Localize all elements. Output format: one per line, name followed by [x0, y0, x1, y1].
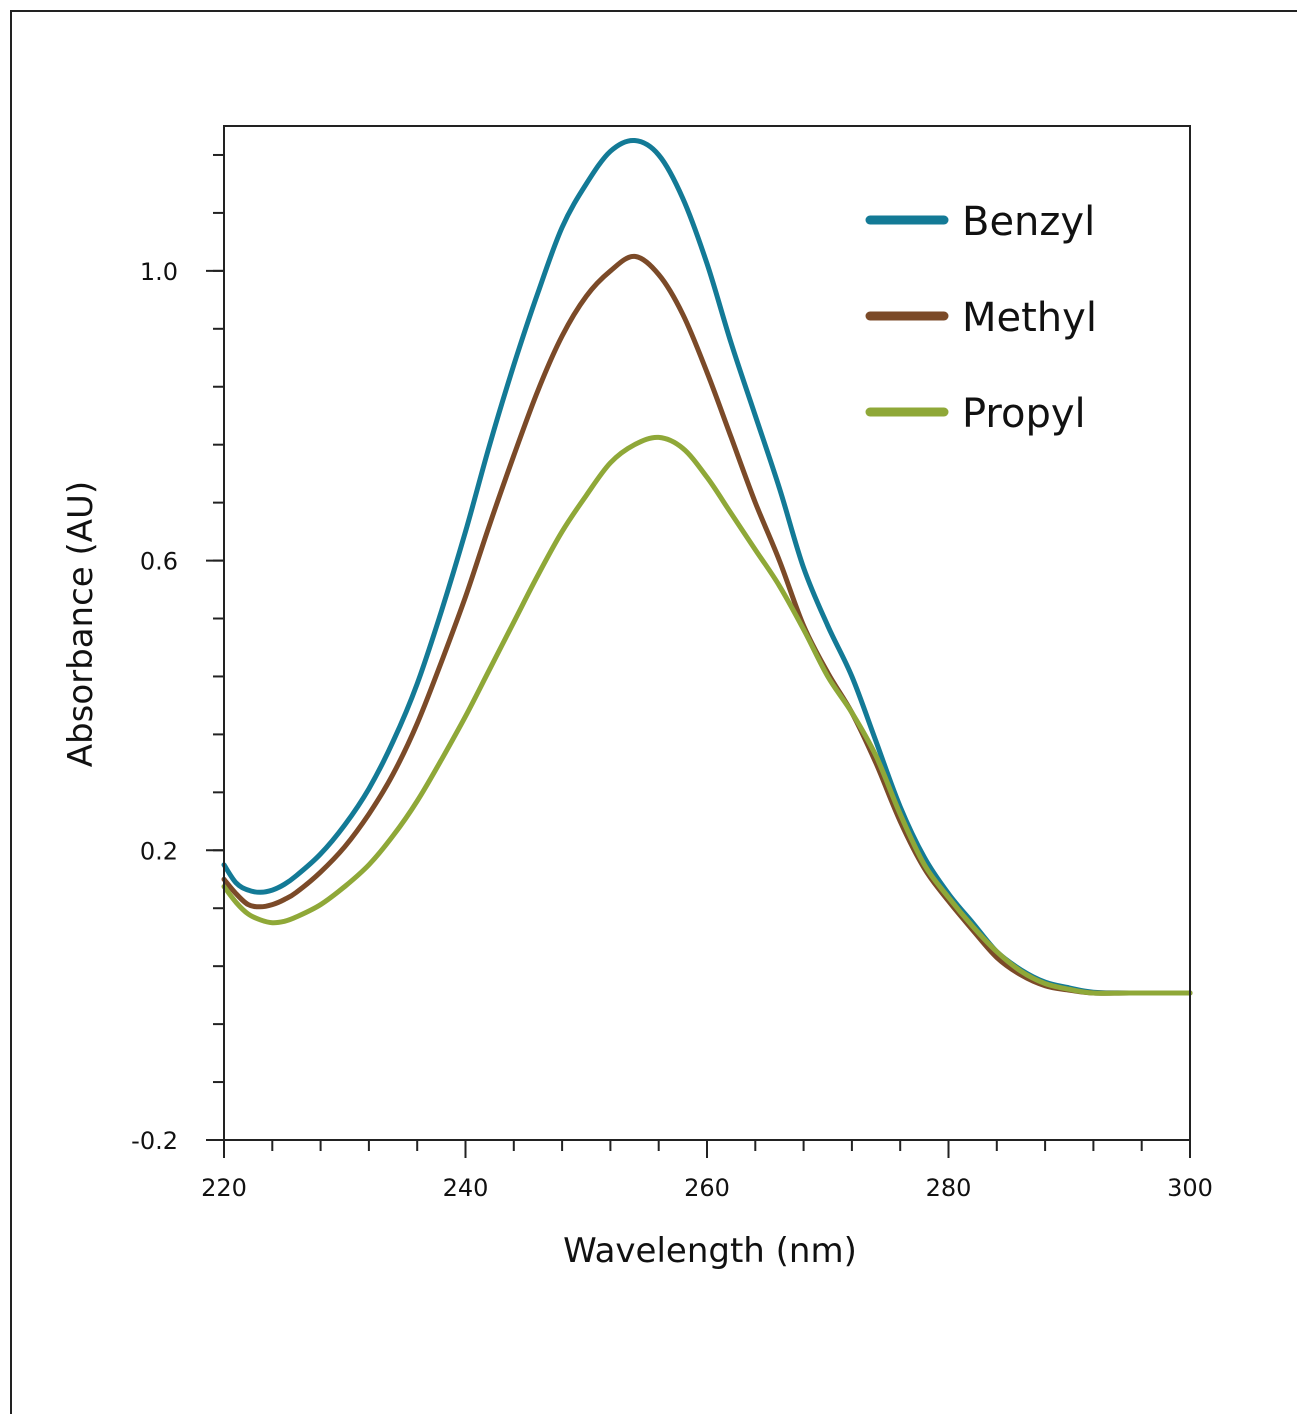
series-line-methyl [221, 253, 1193, 996]
x-tick-label: 240 [443, 1174, 489, 1202]
legend: Benzyl Methyl Propyl [865, 199, 1097, 437]
series-line-propyl [221, 434, 1193, 996]
legend-label-benzyl: Benzyl [962, 199, 1095, 245]
y-tick-label: 0.6 [140, 548, 178, 576]
x-tick-label: 280 [926, 1174, 972, 1202]
x-tick-label: 300 [1167, 1174, 1213, 1202]
y-tick-label: -0.2 [131, 1127, 178, 1155]
legend-label-methyl: Methyl [962, 295, 1097, 341]
y-axis-title: Absorbance (AU) [61, 481, 101, 767]
chart-frame: 220 240 260 280 300 -0.2 0.2 0.6 1.0 Wavelength … [10, 10, 1297, 1414]
x-tick-label: 260 [684, 1174, 730, 1202]
y-tick-label: 1.0 [140, 258, 178, 286]
legend-label-propyl: Propyl [962, 391, 1086, 437]
axis-tick-labels: 220 240 260 280 300 -0.2 0.2 0.6 1.0 [131, 258, 1213, 1202]
x-axis-title: Wavelength (nm) [563, 1231, 857, 1271]
absorbance-chart: 220 240 260 280 300 -0.2 0.2 0.6 1.0 Wavelength … [61, 125, 1213, 1271]
series-layer [221, 137, 1193, 996]
axis-ticks [206, 153, 1191, 1158]
y-tick-label: 0.2 [140, 837, 178, 865]
x-tick-label: 220 [201, 1174, 247, 1202]
